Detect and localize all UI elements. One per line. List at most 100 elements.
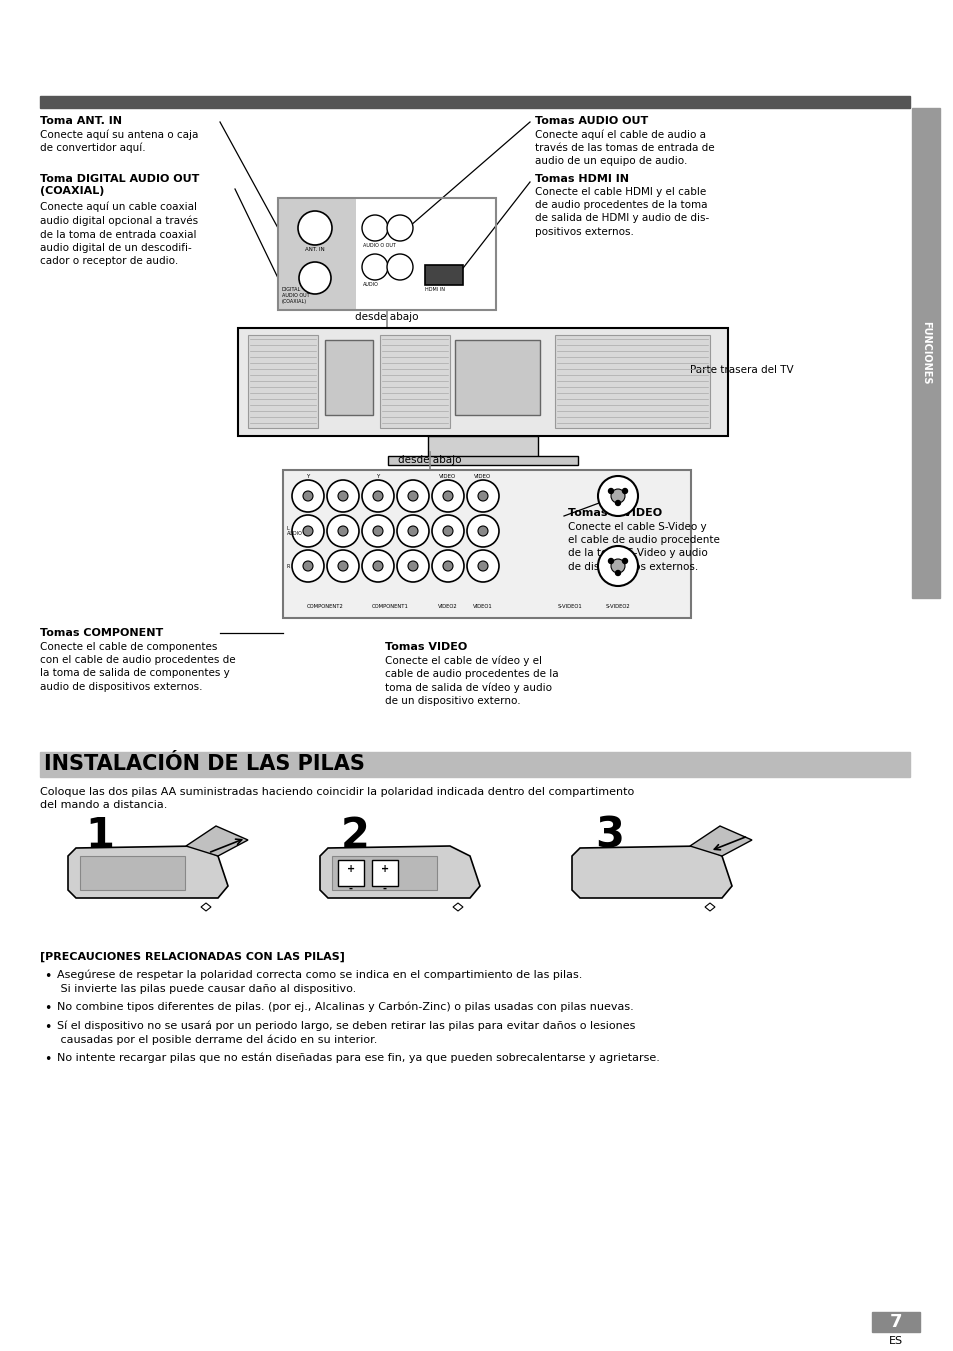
Circle shape [442, 490, 453, 501]
Text: Conecte aquí un cable coaxial
audio digital opcional a través
de la toma de entr: Conecte aquí un cable coaxial audio digi… [40, 203, 198, 266]
Bar [248, 335, 317, 428]
Circle shape [387, 215, 413, 240]
Circle shape [396, 515, 429, 547]
Bar [277, 199, 355, 309]
Circle shape [373, 561, 382, 571]
Circle shape [303, 526, 313, 536]
Circle shape [615, 570, 619, 576]
Text: Y: Y [376, 474, 379, 480]
Circle shape [303, 561, 313, 571]
Circle shape [432, 515, 463, 547]
Circle shape [327, 515, 358, 547]
Text: S-VIDEO1: S-VIDEO1 [558, 604, 581, 609]
Bar [277, 199, 496, 309]
Polygon shape [704, 902, 714, 911]
Bar [40, 96, 909, 108]
Text: VIDEO1: VIDEO1 [473, 604, 493, 609]
Circle shape [477, 526, 488, 536]
Circle shape [361, 254, 388, 280]
Text: Coloque las dos pilas AA suministradas haciendo coincidir la polaridad indicada : Coloque las dos pilas AA suministradas h… [40, 788, 634, 811]
Text: FUNCIONES: FUNCIONES [920, 322, 930, 385]
Circle shape [442, 526, 453, 536]
Text: Toma ANT. IN: Toma ANT. IN [40, 116, 122, 126]
Text: 3: 3 [595, 815, 624, 857]
Text: Conecte el cable de vídeo y el
cable de audio procedentes de la
toma de salida d: Conecte el cable de vídeo y el cable de … [385, 655, 558, 705]
Circle shape [337, 561, 348, 571]
Text: •: • [44, 1052, 51, 1066]
Text: INSTALACIÓN DE LAS PILAS: INSTALACIÓN DE LAS PILAS [44, 754, 364, 774]
Polygon shape [572, 846, 731, 898]
Circle shape [477, 490, 488, 501]
Bar [80, 857, 185, 890]
Circle shape [467, 515, 498, 547]
Bar [237, 328, 727, 436]
Circle shape [610, 489, 624, 503]
Bar [911, 108, 939, 598]
Text: [PRECAUCIONES RELACIONADAS CON LAS PILAS]: [PRECAUCIONES RELACIONADAS CON LAS PILAS… [40, 952, 345, 962]
Text: HDMI IN: HDMI IN [424, 286, 444, 292]
Text: +: + [347, 865, 355, 874]
Circle shape [297, 211, 332, 245]
Circle shape [292, 550, 324, 582]
Circle shape [373, 490, 382, 501]
Text: ES: ES [888, 1336, 902, 1346]
Circle shape [408, 526, 417, 536]
Circle shape [373, 526, 382, 536]
Circle shape [608, 489, 613, 493]
Circle shape [361, 215, 388, 240]
Text: R: R [287, 563, 290, 569]
Bar [40, 753, 909, 777]
Circle shape [442, 561, 453, 571]
Text: +: + [380, 865, 389, 874]
Circle shape [396, 550, 429, 582]
Circle shape [608, 558, 613, 563]
Text: S-VIDEO2: S-VIDEO2 [605, 604, 630, 609]
Text: •: • [44, 970, 51, 984]
Text: Conecte aquí su antena o caja
de convertidor aquí.: Conecte aquí su antena o caja de convert… [40, 128, 198, 154]
Circle shape [598, 546, 638, 586]
Circle shape [361, 515, 394, 547]
Text: Tomas AUDIO OUT: Tomas AUDIO OUT [535, 116, 648, 126]
Text: VIDEO: VIDEO [439, 474, 456, 480]
Text: No combine tipos diferentes de pilas. (por ej., Alcalinas y Carbón-Zinc) o pilas: No combine tipos diferentes de pilas. (p… [57, 1002, 633, 1012]
Circle shape [408, 490, 417, 501]
Text: DIGITAL
AUDIO OUT
(COAXIAL): DIGITAL AUDIO OUT (COAXIAL) [282, 286, 310, 304]
Circle shape [467, 550, 498, 582]
Text: Y: Y [306, 474, 310, 480]
Circle shape [327, 550, 358, 582]
Bar [372, 861, 397, 886]
Circle shape [298, 262, 331, 295]
Text: Parte trasera del TV: Parte trasera del TV [689, 365, 793, 376]
Bar [388, 457, 578, 465]
Text: Asegúrese de respetar la polaridad correcta como se indica en el compartimiento : Asegúrese de respetar la polaridad corre… [57, 970, 581, 994]
Circle shape [432, 480, 463, 512]
Text: 1: 1 [86, 815, 114, 857]
Text: 7: 7 [889, 1313, 902, 1331]
Polygon shape [453, 902, 462, 911]
Text: -: - [382, 884, 387, 894]
Circle shape [292, 480, 324, 512]
Circle shape [337, 526, 348, 536]
Bar [332, 857, 436, 890]
Text: Tomas S-VIDEO: Tomas S-VIDEO [567, 508, 661, 517]
Circle shape [361, 480, 394, 512]
Bar [871, 1312, 919, 1332]
Polygon shape [319, 846, 479, 898]
Circle shape [292, 515, 324, 547]
Bar [428, 436, 537, 458]
Text: No intente recargar pilas que no están diseñadas para ese fin, ya que pueden sob: No intente recargar pilas que no están d… [57, 1052, 659, 1063]
Text: desde abajo: desde abajo [355, 312, 418, 322]
Polygon shape [68, 846, 228, 898]
Text: ANT. IN: ANT. IN [305, 247, 325, 253]
Bar [325, 340, 373, 415]
Circle shape [361, 550, 394, 582]
Bar [455, 340, 539, 415]
Text: AUDIO O OUT: AUDIO O OUT [363, 243, 395, 249]
Circle shape [598, 476, 638, 516]
Text: AUDIO: AUDIO [363, 282, 378, 286]
Text: •: • [44, 1020, 51, 1034]
Text: Conecte el cable HDMI y el cable
de audio procedentes de la toma
de salida de HD: Conecte el cable HDMI y el cable de audi… [535, 186, 708, 236]
Bar [555, 335, 709, 428]
Circle shape [622, 489, 627, 493]
Bar [337, 861, 364, 886]
